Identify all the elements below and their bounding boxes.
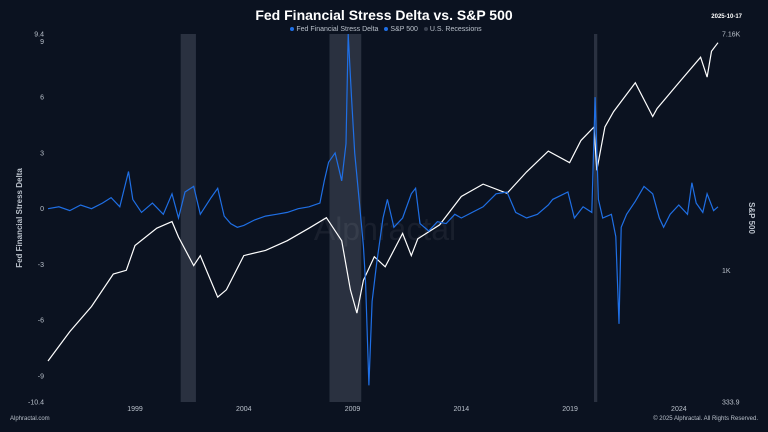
- y-right-tick: 333.9: [722, 400, 740, 407]
- x-tick: 2014: [454, 406, 470, 413]
- chart-title: Fed Financial Stress Delta vs. S&P 500: [255, 7, 513, 23]
- x-tick: 2004: [236, 406, 252, 413]
- y-left-tick: 9: [40, 39, 44, 46]
- footer-copyright: © 2025 Alphractal. All Rights Reserved.: [653, 416, 758, 422]
- y-left-tick: -6: [38, 318, 44, 325]
- legend-item-recessions[interactable]: U.S. Recessions: [420, 26, 482, 33]
- recession-band: [594, 34, 598, 402]
- recession-band: [329, 34, 362, 402]
- legend-item-stress[interactable]: Fed Financial Stress Delta: [286, 26, 378, 33]
- legend: Fed Financial Stress Delta S&P 500 U.S. …: [0, 26, 768, 33]
- date-label: 2025-10-17: [711, 14, 742, 20]
- y-right-tick: 1K: [722, 268, 731, 275]
- y-left-tick: -9: [38, 373, 44, 380]
- y-left-tick: -3: [38, 262, 44, 269]
- y-right-label: S&P 500: [747, 202, 756, 234]
- y-left-tick: 0: [40, 206, 44, 213]
- y-right-tick: 7.16K: [722, 32, 741, 39]
- stress-delta-line: [47, 33, 719, 386]
- legend-item-sp500[interactable]: S&P 500: [380, 26, 418, 33]
- sp500-line: [47, 42, 719, 362]
- y-left-label: Fed Financial Stress Delta: [15, 168, 24, 268]
- x-tick: 2009: [345, 406, 361, 413]
- x-tick: 2024: [671, 406, 687, 413]
- y-left-tick: 9.4: [34, 32, 44, 39]
- y-left-tick: -10.4: [28, 400, 44, 407]
- footer-site: Alphractal.com: [10, 416, 50, 422]
- x-tick: 1999: [127, 406, 143, 413]
- y-left-tick: 3: [40, 150, 44, 157]
- y-left-tick: 6: [40, 95, 44, 102]
- watermark: Alphractal: [314, 211, 456, 247]
- recession-band: [180, 34, 196, 402]
- x-tick: 2019: [562, 406, 578, 413]
